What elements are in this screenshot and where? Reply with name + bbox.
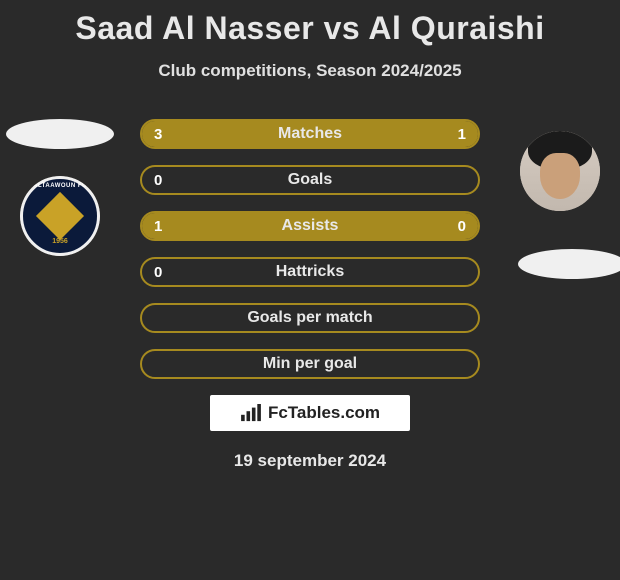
left-club-badge: ALTAAWOUN FC 1956 [20, 176, 100, 256]
shadow-ellipse-left [6, 119, 114, 149]
bar-value-left: 0 [154, 167, 162, 193]
bar-value-left: 3 [154, 121, 162, 147]
bar-fill-left [142, 213, 404, 239]
fctables-logo-icon [240, 404, 262, 422]
bar-label: Hattricks [142, 259, 478, 285]
page-title: Saad Al Nasser vs Al Quraishi [0, 0, 620, 47]
badge-year: 1956 [23, 238, 97, 245]
badge-top-text: ALTAAWOUN FC [23, 183, 97, 189]
footer-date: 19 september 2024 [0, 451, 620, 471]
altaawoun-badge-icon: ALTAAWOUN FC 1956 [20, 176, 100, 256]
comparison-stage: ALTAAWOUN FC 1956 31Matches0Goals10Assis… [0, 101, 620, 379]
bar-value-left: 0 [154, 259, 162, 285]
stat-bar: 0Hattricks [140, 257, 480, 287]
shadow-ellipse-right [518, 249, 620, 279]
bar-label: Goals [142, 167, 478, 193]
stat-bar: Min per goal [140, 349, 480, 379]
branding-badge: FcTables.com [210, 395, 410, 431]
bar-value-right: 0 [458, 213, 466, 239]
bar-value-left: 1 [154, 213, 162, 239]
stat-bar: Goals per match [140, 303, 480, 333]
branding-text: FcTables.com [268, 403, 380, 423]
stat-bar: 0Goals [140, 165, 480, 195]
bar-label: Goals per match [142, 305, 478, 331]
subtitle: Club competitions, Season 2024/2025 [0, 61, 620, 81]
bar-label: Min per goal [142, 351, 478, 377]
bar-fill-right [404, 213, 478, 239]
right-player-avatar [520, 131, 600, 211]
bar-fill-left [142, 121, 394, 147]
player-face-icon [520, 131, 600, 211]
stat-bar: 10Assists [140, 211, 480, 241]
stat-bar: 31Matches [140, 119, 480, 149]
stat-bars: 31Matches0Goals10Assists0HattricksGoals … [140, 101, 480, 379]
bar-value-right: 1 [458, 121, 466, 147]
